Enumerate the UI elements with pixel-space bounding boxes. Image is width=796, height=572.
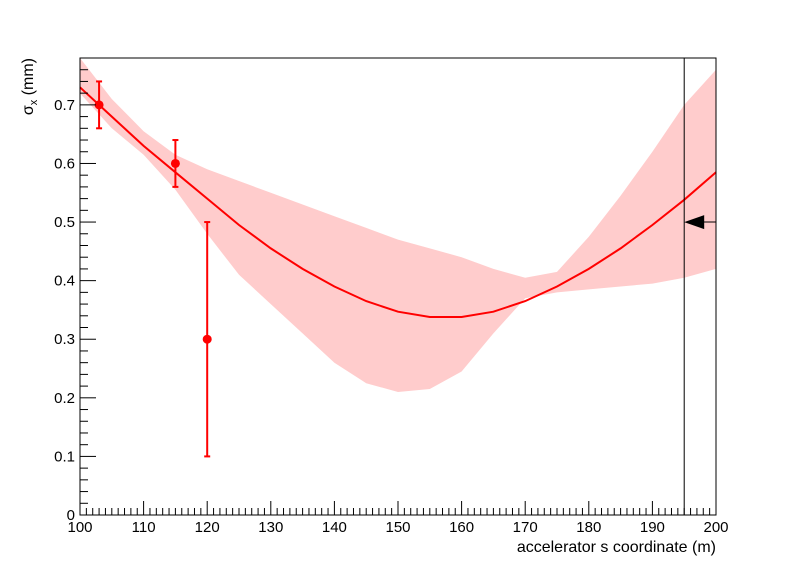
fit-curve-layer [79, 86, 717, 318]
x-tick-label: 150 [385, 519, 410, 536]
x-tick-label: 120 [195, 519, 220, 536]
y-tick-label: 0.3 [54, 331, 75, 348]
x-tick-label: 200 [703, 519, 728, 536]
data-point-marker [170, 158, 180, 168]
y-axis-title-symbol: σ [20, 105, 37, 115]
y-axis-title: σx (mm) [20, 58, 40, 115]
x-tick-label: 180 [576, 519, 601, 536]
y-tick-label: 0.6 [54, 155, 75, 172]
y-axis-ticks: 0 0.1 0.2 0.3 0.4 0.5 0.6 0.7 [54, 57, 96, 524]
y-axis-title-unit: (mm) [20, 58, 37, 100]
y-tick-label: 0.2 [54, 390, 75, 407]
y-tick-label: 0 [67, 507, 75, 524]
data-point-1 [94, 80, 104, 130]
marker-arrow-head [684, 215, 705, 230]
data-point-2 [170, 139, 180, 188]
data-point-marker [94, 100, 104, 110]
y-tick-label: 0.4 [54, 273, 75, 290]
x-tick-label: 160 [449, 519, 474, 536]
data-points-layer [94, 80, 212, 458]
x-tick-label: 170 [513, 519, 538, 536]
x-tick-label: 130 [258, 519, 283, 536]
y-tick-label: 0.7 [54, 97, 75, 114]
x-tick-label: 140 [322, 519, 347, 536]
marker-layer [683, 58, 716, 515]
x-axis-ticks: 100 110 120 130 140 150 160 170 180 190 200 [67, 501, 729, 536]
x-axis-title: accelerator s coordinate (m) [517, 539, 716, 556]
data-point-marker [202, 334, 212, 344]
y-tick-label: 0.1 [54, 448, 75, 465]
y-axis-title-subscript: x [28, 99, 40, 105]
data-point-3 [202, 221, 212, 458]
y-tick-label: 0.5 [54, 214, 75, 231]
x-tick-label: 190 [640, 519, 665, 536]
x-tick-label: 100 [67, 519, 92, 536]
fit-curve [79, 86, 717, 318]
x-tick-label: 110 [132, 519, 156, 536]
